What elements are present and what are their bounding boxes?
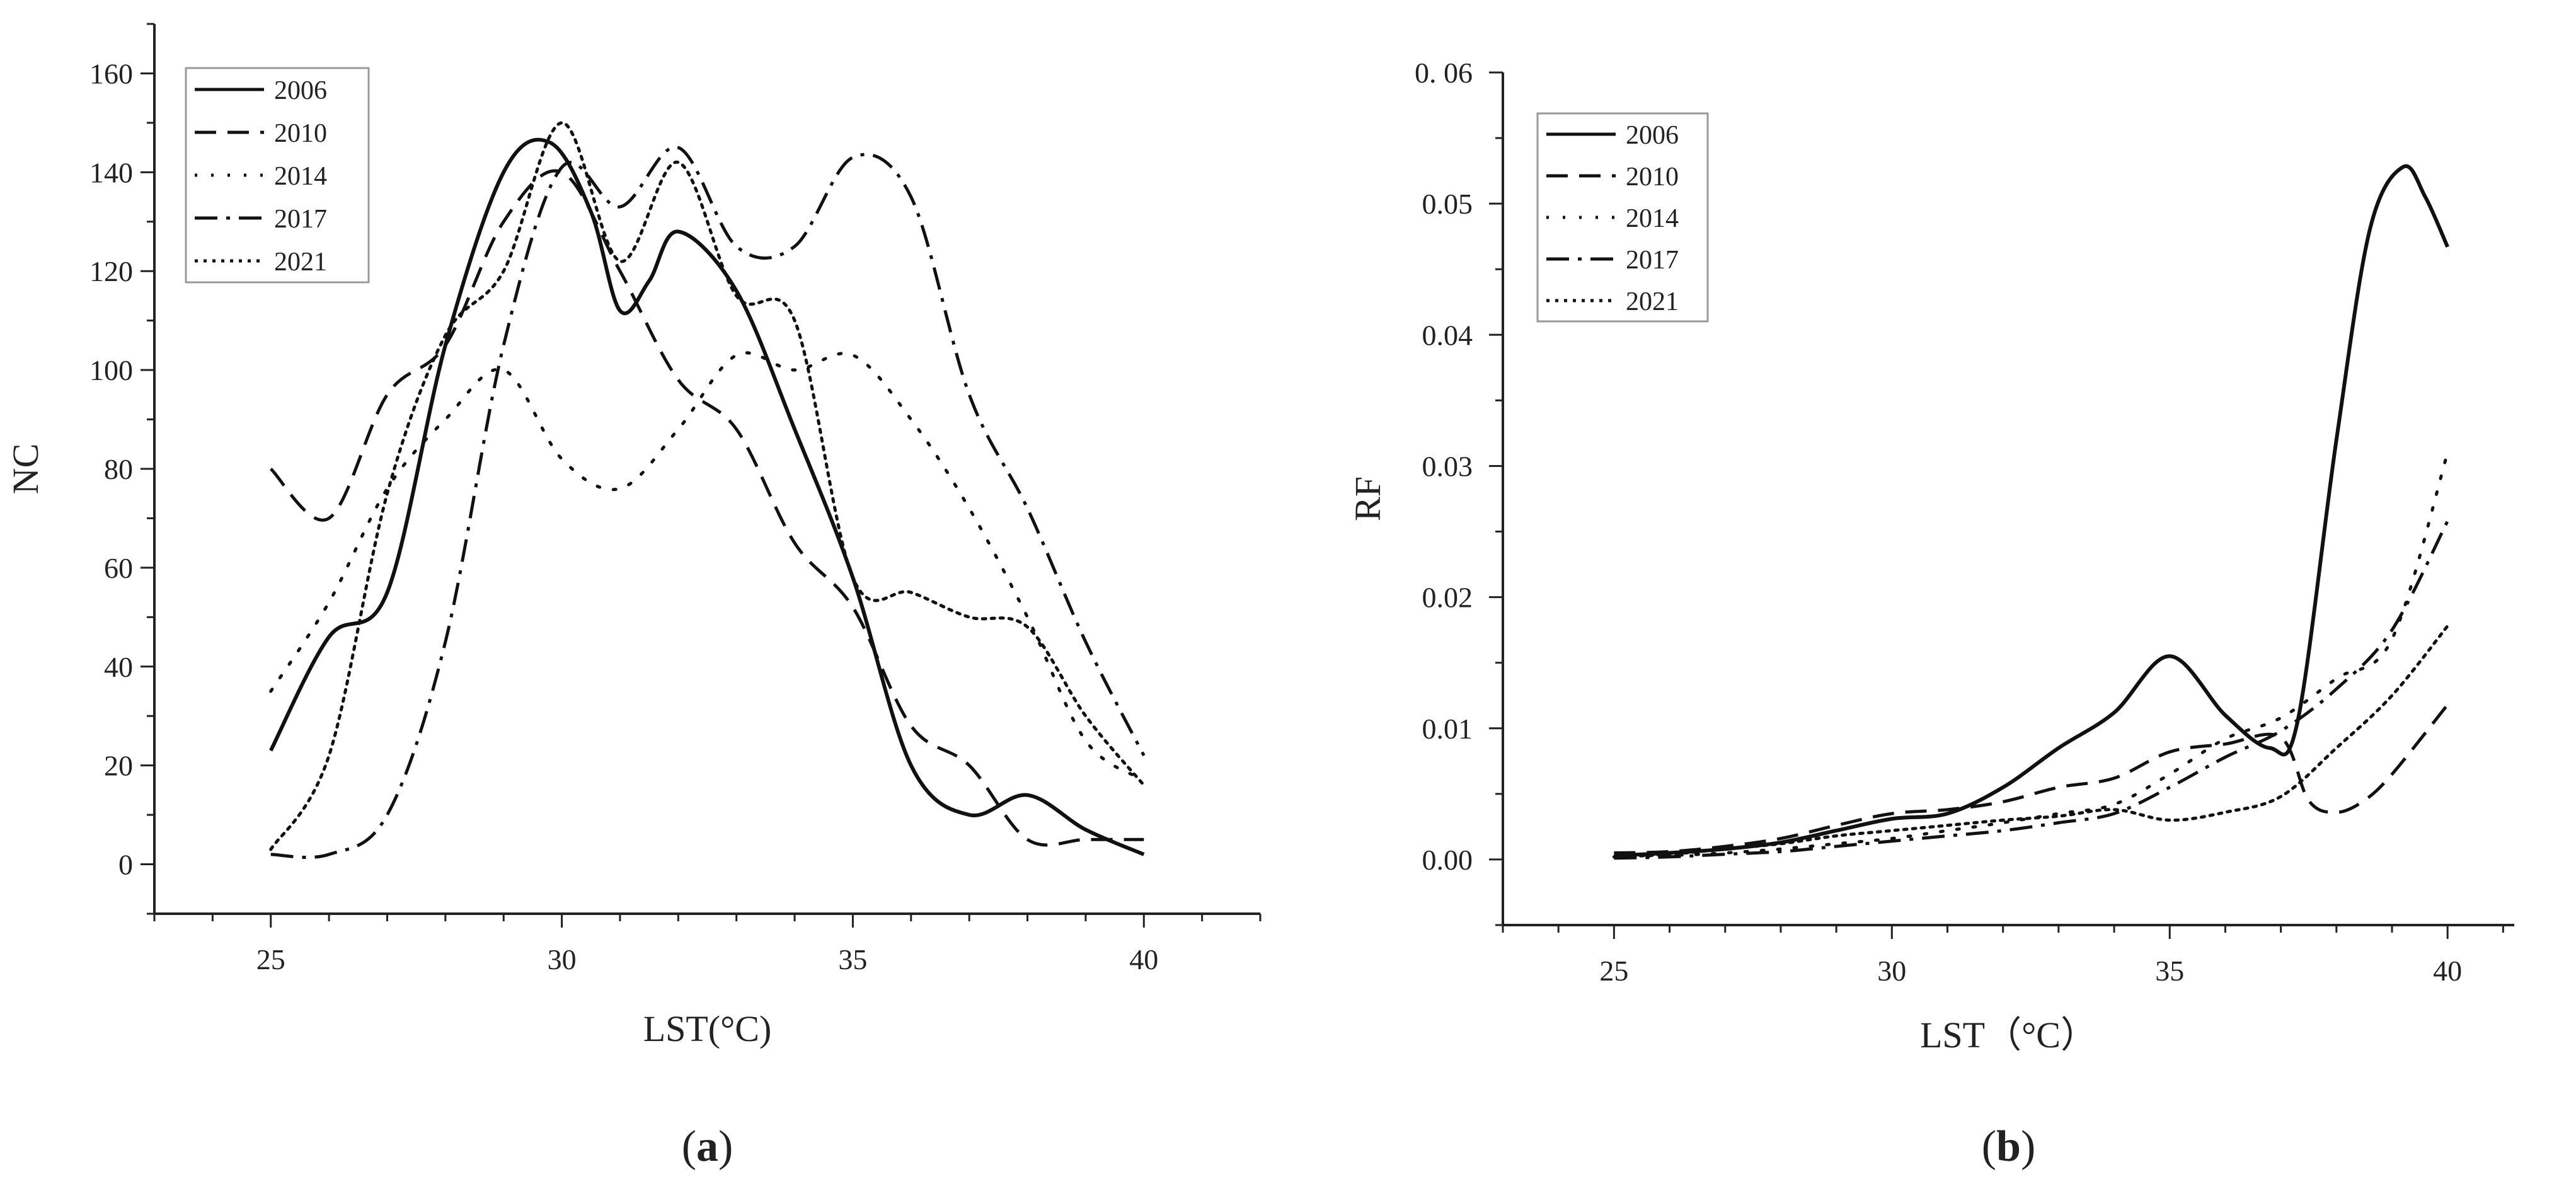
y-axis-title: NC xyxy=(5,444,46,495)
x-tick-label: 25 xyxy=(256,943,285,975)
y-tick-label: 0. 06 xyxy=(1415,57,1473,89)
series-line-2021 xyxy=(1612,624,2449,859)
series-line-2017 xyxy=(1614,520,2449,860)
y-axis-title: RF xyxy=(1347,476,1388,521)
x-tick-label: 40 xyxy=(2433,955,2462,987)
series-line-2021 xyxy=(269,121,1146,851)
series-line-2010 xyxy=(269,169,1144,847)
y-tick-label: 100 xyxy=(89,354,133,386)
series-line-2017 xyxy=(270,146,1146,859)
series-line-2010 xyxy=(1614,703,2449,854)
x-tick-label: 30 xyxy=(1877,955,1906,987)
legend-label: 2006 xyxy=(1626,121,1679,150)
y-tick-label: 160 xyxy=(89,57,133,89)
legend-label: 2017 xyxy=(1626,246,1679,275)
series-line-2006 xyxy=(1614,164,2449,858)
panel-label-open: ( xyxy=(682,1122,696,1171)
x-axis-title: LST（°C） xyxy=(1920,1015,2097,1056)
y-tick-label: 0.04 xyxy=(1422,319,1473,351)
legend-label: 2010 xyxy=(1626,163,1679,192)
y-tick-label: 40 xyxy=(104,651,133,683)
legend-label: 2017 xyxy=(274,205,327,234)
series-line-2014 xyxy=(1612,451,2449,859)
panel-label-close: ) xyxy=(718,1122,733,1171)
y-tick-label: 20 xyxy=(104,750,133,782)
y-tick-label: 80 xyxy=(104,453,133,485)
panel-label-letter: b xyxy=(1996,1122,2021,1171)
legend-label: 2010 xyxy=(274,119,327,148)
x-tick-label: 30 xyxy=(548,943,577,975)
x-axis-title: LST(°C) xyxy=(643,1008,772,1049)
y-tick-label: 0 xyxy=(118,849,133,881)
panel-label: (a) xyxy=(682,1122,733,1171)
series-line-2014 xyxy=(269,351,1146,782)
y-tick-label: 60 xyxy=(104,552,133,584)
x-tick-label: 35 xyxy=(2155,955,2184,987)
y-tick-label: 120 xyxy=(89,255,133,287)
legend: 2006 2010 2014 2017 2021 xyxy=(185,67,370,284)
y-tick-label: 0.00 xyxy=(1422,844,1473,876)
panel-label-open: ( xyxy=(1982,1122,1996,1171)
y-tick-label: 0.02 xyxy=(1422,582,1473,614)
legend-box xyxy=(185,67,370,284)
legend: 2006 2010 2014 2017 2021 xyxy=(1536,112,1709,323)
x-tick-label: 35 xyxy=(838,943,867,975)
x-tick-label: 40 xyxy=(1129,943,1158,975)
panel-label-close: ) xyxy=(2021,1122,2035,1171)
y-tick-label: 0.01 xyxy=(1422,713,1473,745)
y-tick-label: 0.03 xyxy=(1422,450,1473,482)
legend-label: 2014 xyxy=(1626,204,1679,233)
legend-label: 2014 xyxy=(274,162,327,191)
chart-panel-b: 25 30 35 40 0.00 0.01 0.02 0.03 0.04 0.05 0. 06 LST… xyxy=(1347,57,2514,1171)
series-line-2006 xyxy=(269,137,1145,856)
x-tick-label: 25 xyxy=(1599,955,1628,987)
panel-label-letter: a xyxy=(696,1122,718,1171)
y-tick-label: 0.05 xyxy=(1422,188,1473,220)
legend-label: 2021 xyxy=(274,248,327,277)
legend-label: 2021 xyxy=(1626,287,1679,316)
panel-label: (b) xyxy=(1982,1122,2036,1171)
y-tick-label: 140 xyxy=(89,156,133,188)
chart-panel-a: 25 30 35 40 0 20 40 60 80 100 120 140 160 LST(°C) NC 20… xyxy=(5,23,1262,1171)
legend-box xyxy=(1536,112,1709,323)
legend-label: 2006 xyxy=(274,76,327,105)
